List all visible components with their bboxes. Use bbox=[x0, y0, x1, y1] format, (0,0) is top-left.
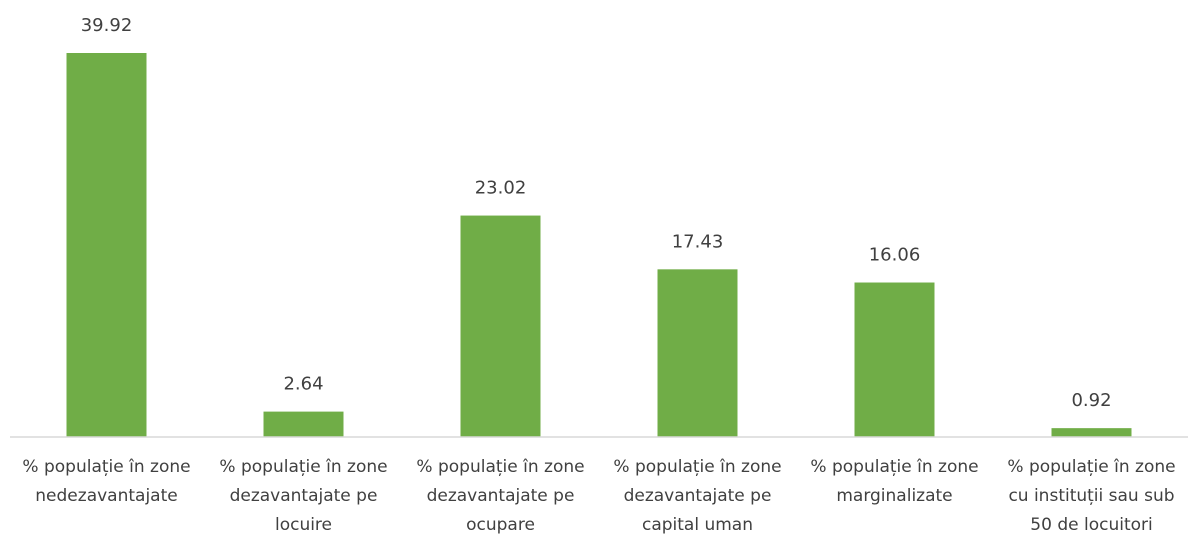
value-label: 2.64 bbox=[283, 374, 323, 395]
x-tick-label: % populație în zone cu instituții sau su… bbox=[1007, 457, 1176, 535]
bar bbox=[460, 215, 541, 437]
bar bbox=[66, 53, 147, 437]
bar bbox=[854, 282, 935, 437]
x-tick-label: % populație în zone marginalizate bbox=[810, 457, 979, 506]
bar bbox=[263, 411, 344, 437]
value-label: 0.92 bbox=[1071, 390, 1111, 411]
value-label: 16.06 bbox=[869, 245, 921, 266]
bar bbox=[657, 269, 738, 437]
x-tick-label: % populație în zone dezavantajate pe loc… bbox=[219, 457, 388, 535]
x-tick-label: % populație în zone dezavantajate pe cap… bbox=[613, 457, 782, 535]
value-label: 17.43 bbox=[672, 231, 724, 252]
value-label: 23.02 bbox=[475, 178, 527, 199]
x-tick-label: % populație în zone nedezavantajate bbox=[22, 457, 191, 506]
value-label: 39.92 bbox=[81, 15, 133, 36]
x-tick-label: % populație în zone dezavantajate pe ocu… bbox=[416, 457, 585, 535]
bar bbox=[1051, 428, 1132, 437]
